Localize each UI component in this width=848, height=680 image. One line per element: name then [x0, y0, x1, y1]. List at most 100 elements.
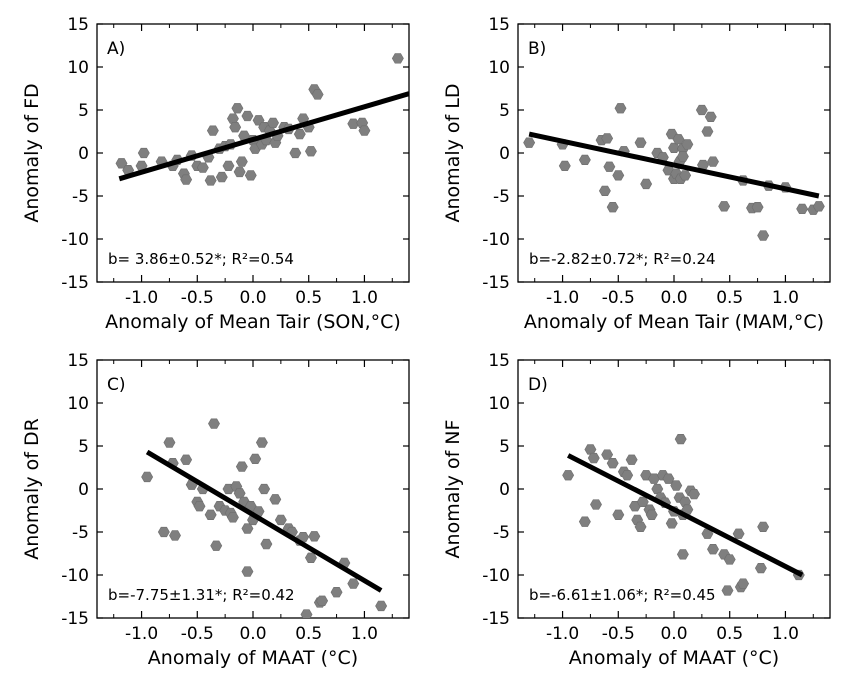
data-point-b — [718, 201, 731, 212]
panel-label-d: D) — [528, 375, 548, 395]
data-point-b — [634, 137, 647, 148]
regression-line-b — [528, 131, 820, 199]
data-point-a — [196, 162, 209, 173]
x-axis-label-b: Anomaly of Mean Tair (MAM,°C) — [524, 311, 824, 333]
x-tick-label-a: 0.5 — [295, 288, 322, 308]
data-point-d — [707, 544, 719, 555]
data-point-c — [169, 530, 181, 541]
data-point-d — [584, 444, 597, 455]
x-tick-label-d: -0.5 — [602, 624, 635, 644]
data-point-d — [723, 554, 736, 565]
data-point-d — [676, 549, 689, 560]
data-point-a — [391, 53, 404, 64]
x-tick-label-b: 0.5 — [716, 288, 743, 308]
data-point-a — [235, 156, 248, 167]
data-point-c — [163, 437, 176, 448]
x-axis-label-d: Anomaly of MAAT (°C) — [569, 647, 779, 669]
data-point-d — [621, 470, 634, 481]
data-point-b — [676, 151, 689, 162]
data-point-b — [612, 170, 625, 181]
panel-label-a: A) — [107, 39, 125, 59]
data-point-b — [812, 201, 825, 212]
y-tick-label-a: -5 — [72, 187, 89, 207]
panel-a: -15 -10 -5 0 5 10 15 -1.0 -0.5 0.0 0.5 1.0 A) b= 3.86… — [21, 15, 410, 333]
y-tick-label-b: 15 — [488, 15, 510, 35]
y-tick-label-b: -10 — [482, 230, 510, 250]
x-tick-label-b: -0.5 — [602, 288, 635, 308]
x-tick-label-d: 0.5 — [716, 624, 743, 644]
y-tick-label-d: 5 — [499, 437, 510, 457]
x-tick-label-b: 1.0 — [772, 288, 799, 308]
x-tick-label-d: 0.0 — [660, 624, 687, 644]
data-point-b — [606, 202, 619, 213]
y-tick-label-a: -10 — [61, 230, 89, 250]
data-point-b — [707, 156, 719, 167]
data-point-b — [614, 103, 627, 114]
data-point-d — [732, 528, 745, 539]
y-tick-label-d: -5 — [493, 523, 510, 543]
y-tick-label-d: 15 — [488, 351, 510, 371]
data-point-c — [258, 483, 271, 495]
points-d — [562, 433, 805, 596]
data-point-d — [647, 473, 660, 484]
data-point-c — [347, 578, 360, 589]
y-tick-label-b: 0 — [499, 144, 510, 164]
x-axis-label-a: Anomaly of Mean Tair (SON,°C) — [105, 311, 401, 333]
y-tick-label-c: 0 — [78, 480, 89, 500]
data-point-a — [137, 147, 150, 159]
x-tick-label-a: 0.0 — [239, 288, 266, 308]
data-point-a — [347, 118, 360, 129]
data-point-c — [255, 437, 268, 448]
data-point-a — [215, 171, 228, 183]
x-axis-label-c: Anomaly of MAAT (°C) — [148, 647, 358, 669]
data-point-c — [269, 494, 282, 505]
data-point-a — [311, 89, 324, 100]
data-point-b — [523, 137, 536, 148]
data-point-c — [241, 566, 254, 577]
y-tick-label-d: 10 — [488, 394, 510, 414]
data-point-c — [226, 512, 239, 523]
panel-c: -15 -10 -5 0 5 10 15 -1.0 -0.5 0.0 0.5 1.0 C) b=-7.75… — [21, 351, 410, 669]
data-point-b — [672, 134, 685, 145]
data-point-d — [737, 578, 750, 589]
stat-annotation-a: b= 3.86±0.52*; R²=0.54 — [108, 250, 294, 268]
y-tick-label-a: 15 — [67, 15, 89, 35]
data-point-b — [558, 160, 571, 172]
panel-b: -15 -10 -5 0 5 10 15 -1.0 -0.5 0.0 0.5 1.0 B) b=-2.82… — [442, 15, 831, 333]
data-point-a — [233, 166, 246, 178]
data-point-b — [578, 154, 591, 166]
y-tick-label-b: 5 — [499, 101, 510, 121]
data-point-c — [233, 488, 246, 499]
x-tick-label-a: -1.0 — [125, 288, 158, 308]
data-point-d — [612, 509, 625, 520]
data-point-c — [208, 418, 220, 429]
regression-line-c — [145, 449, 383, 593]
data-point-a — [267, 117, 280, 129]
y-tick-label-b: -15 — [482, 273, 510, 293]
data-point-d — [665, 518, 678, 529]
data-point-b — [598, 185, 611, 196]
x-tick-label-a: -0.5 — [181, 288, 214, 308]
y-tick-label-a: 5 — [78, 101, 89, 121]
data-point-d — [625, 454, 638, 465]
data-point-d — [634, 521, 647, 532]
data-point-c — [180, 454, 193, 465]
data-point-a — [180, 174, 193, 185]
data-point-a — [206, 125, 219, 136]
y-tick-label-c: -15 — [61, 609, 89, 629]
data-point-b — [695, 104, 708, 116]
y-axis-label-b: Anomaly of LD — [442, 84, 464, 223]
data-point-c — [300, 609, 313, 618]
data-point-d — [754, 562, 767, 574]
data-point-c — [235, 461, 248, 472]
data-point-c — [141, 471, 154, 483]
data-point-d — [562, 470, 575, 481]
x-tick-label-c: -0.5 — [181, 624, 214, 644]
data-point-d — [645, 509, 658, 520]
plot-frame-b — [517, 23, 831, 283]
data-point-b — [640, 178, 653, 190]
y-axis-label-c: Anomaly of DR — [21, 418, 43, 560]
y-tick-label-c: 10 — [67, 394, 89, 414]
y-tick-label-c: 15 — [67, 351, 89, 371]
